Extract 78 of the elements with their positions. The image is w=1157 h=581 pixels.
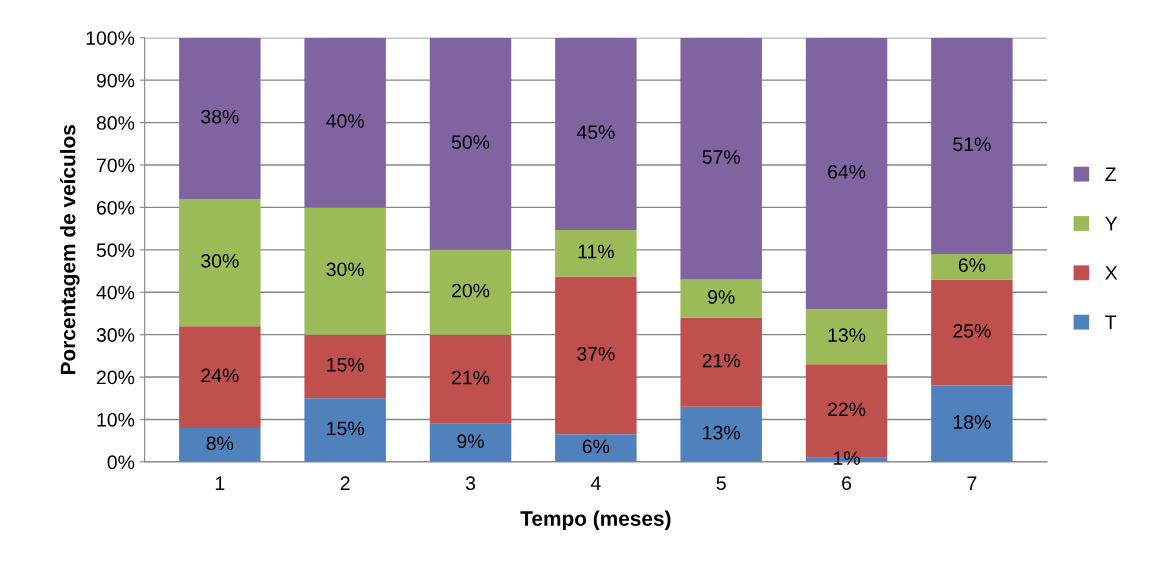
data-label: 1%	[833, 451, 860, 465]
data-label: 9%	[708, 290, 735, 304]
y-tick-label: 20%	[96, 370, 135, 385]
bar	[429, 249, 512, 335]
x-tick-label: 3	[465, 476, 476, 491]
x-tick-label: 2	[340, 476, 350, 490]
data-label: 57%	[702, 150, 740, 164]
data-label: 50%	[451, 135, 490, 150]
legend-label: Z	[1105, 167, 1116, 181]
data-label: 38%	[201, 109, 239, 124]
bar	[680, 37, 762, 280]
data-label: 30%	[326, 262, 364, 277]
data-label: 21%	[452, 370, 490, 385]
y-tick-label: 90%	[96, 73, 135, 88]
bar	[805, 309, 888, 365]
bar	[179, 326, 261, 428]
data-label: 37%	[577, 346, 615, 361]
y-tick-label: 80%	[96, 116, 135, 130]
bar	[304, 37, 386, 208]
bar	[931, 254, 1013, 280]
y-axis-title: Porcentagem de veículos	[59, 125, 80, 375]
y-tick-label: 0%	[107, 455, 135, 470]
bar	[805, 37, 888, 310]
bar	[931, 279, 1013, 386]
bar	[931, 385, 1013, 462]
y-tick-label: 10%	[97, 412, 135, 427]
legend-label: T	[1105, 315, 1117, 329]
data-label: 24%	[201, 368, 239, 383]
x-tick-label: 4	[590, 476, 601, 490]
y-tick-label: 100%	[86, 31, 135, 45]
bar	[680, 406, 762, 462]
bar	[429, 423, 512, 462]
data-label: 11%	[578, 244, 614, 259]
x-axis-title: Tempo (meses)	[520, 510, 671, 530]
data-label: 13%	[703, 425, 740, 440]
data-label: 21%	[702, 353, 740, 368]
bar	[429, 334, 512, 424]
data-label: 9%	[457, 434, 484, 449]
data-label: 64%	[828, 164, 866, 179]
bar	[429, 37, 512, 250]
data-label: 20%	[452, 283, 490, 298]
data-label: 15%	[327, 421, 364, 436]
bar	[179, 198, 261, 327]
legend-label: Y	[1105, 216, 1118, 231]
bar	[680, 317, 762, 407]
data-label: 6%	[958, 258, 986, 273]
data-label: 22%	[828, 402, 866, 417]
bar	[555, 229, 637, 277]
bar	[555, 37, 637, 230]
data-label: 15%	[327, 358, 364, 372]
bar	[179, 427, 261, 462]
data-label: 30%	[201, 254, 239, 268]
bar	[179, 37, 261, 199]
x-tick-label: 5	[716, 476, 726, 491]
bar	[304, 398, 386, 462]
x-tick-label: 6	[842, 476, 852, 491]
data-label: 51%	[953, 137, 991, 152]
bar	[555, 276, 637, 435]
y-tick-label: 50%	[96, 243, 135, 258]
bar	[304, 207, 386, 335]
data-label: 6%	[582, 439, 610, 454]
data-label: 13%	[828, 328, 866, 342]
data-label: 8%	[206, 436, 234, 451]
y-tick-label: 70%	[96, 158, 135, 173]
x-tick-label: 7	[967, 476, 977, 490]
y-tick-label: 60%	[96, 200, 135, 215]
bar	[680, 279, 762, 318]
legend-label: X	[1105, 266, 1118, 280]
y-tick-label: 40%	[96, 285, 135, 300]
data-label: 45%	[576, 125, 615, 140]
bar	[304, 334, 386, 399]
y-tick-label: 30%	[96, 328, 135, 342]
data-label: 25%	[953, 323, 991, 338]
bar	[555, 434, 637, 462]
bar	[931, 37, 1013, 255]
data-label: 18%	[953, 415, 991, 429]
data-label: 40%	[326, 114, 364, 128]
x-tick-label: 1	[215, 476, 225, 490]
